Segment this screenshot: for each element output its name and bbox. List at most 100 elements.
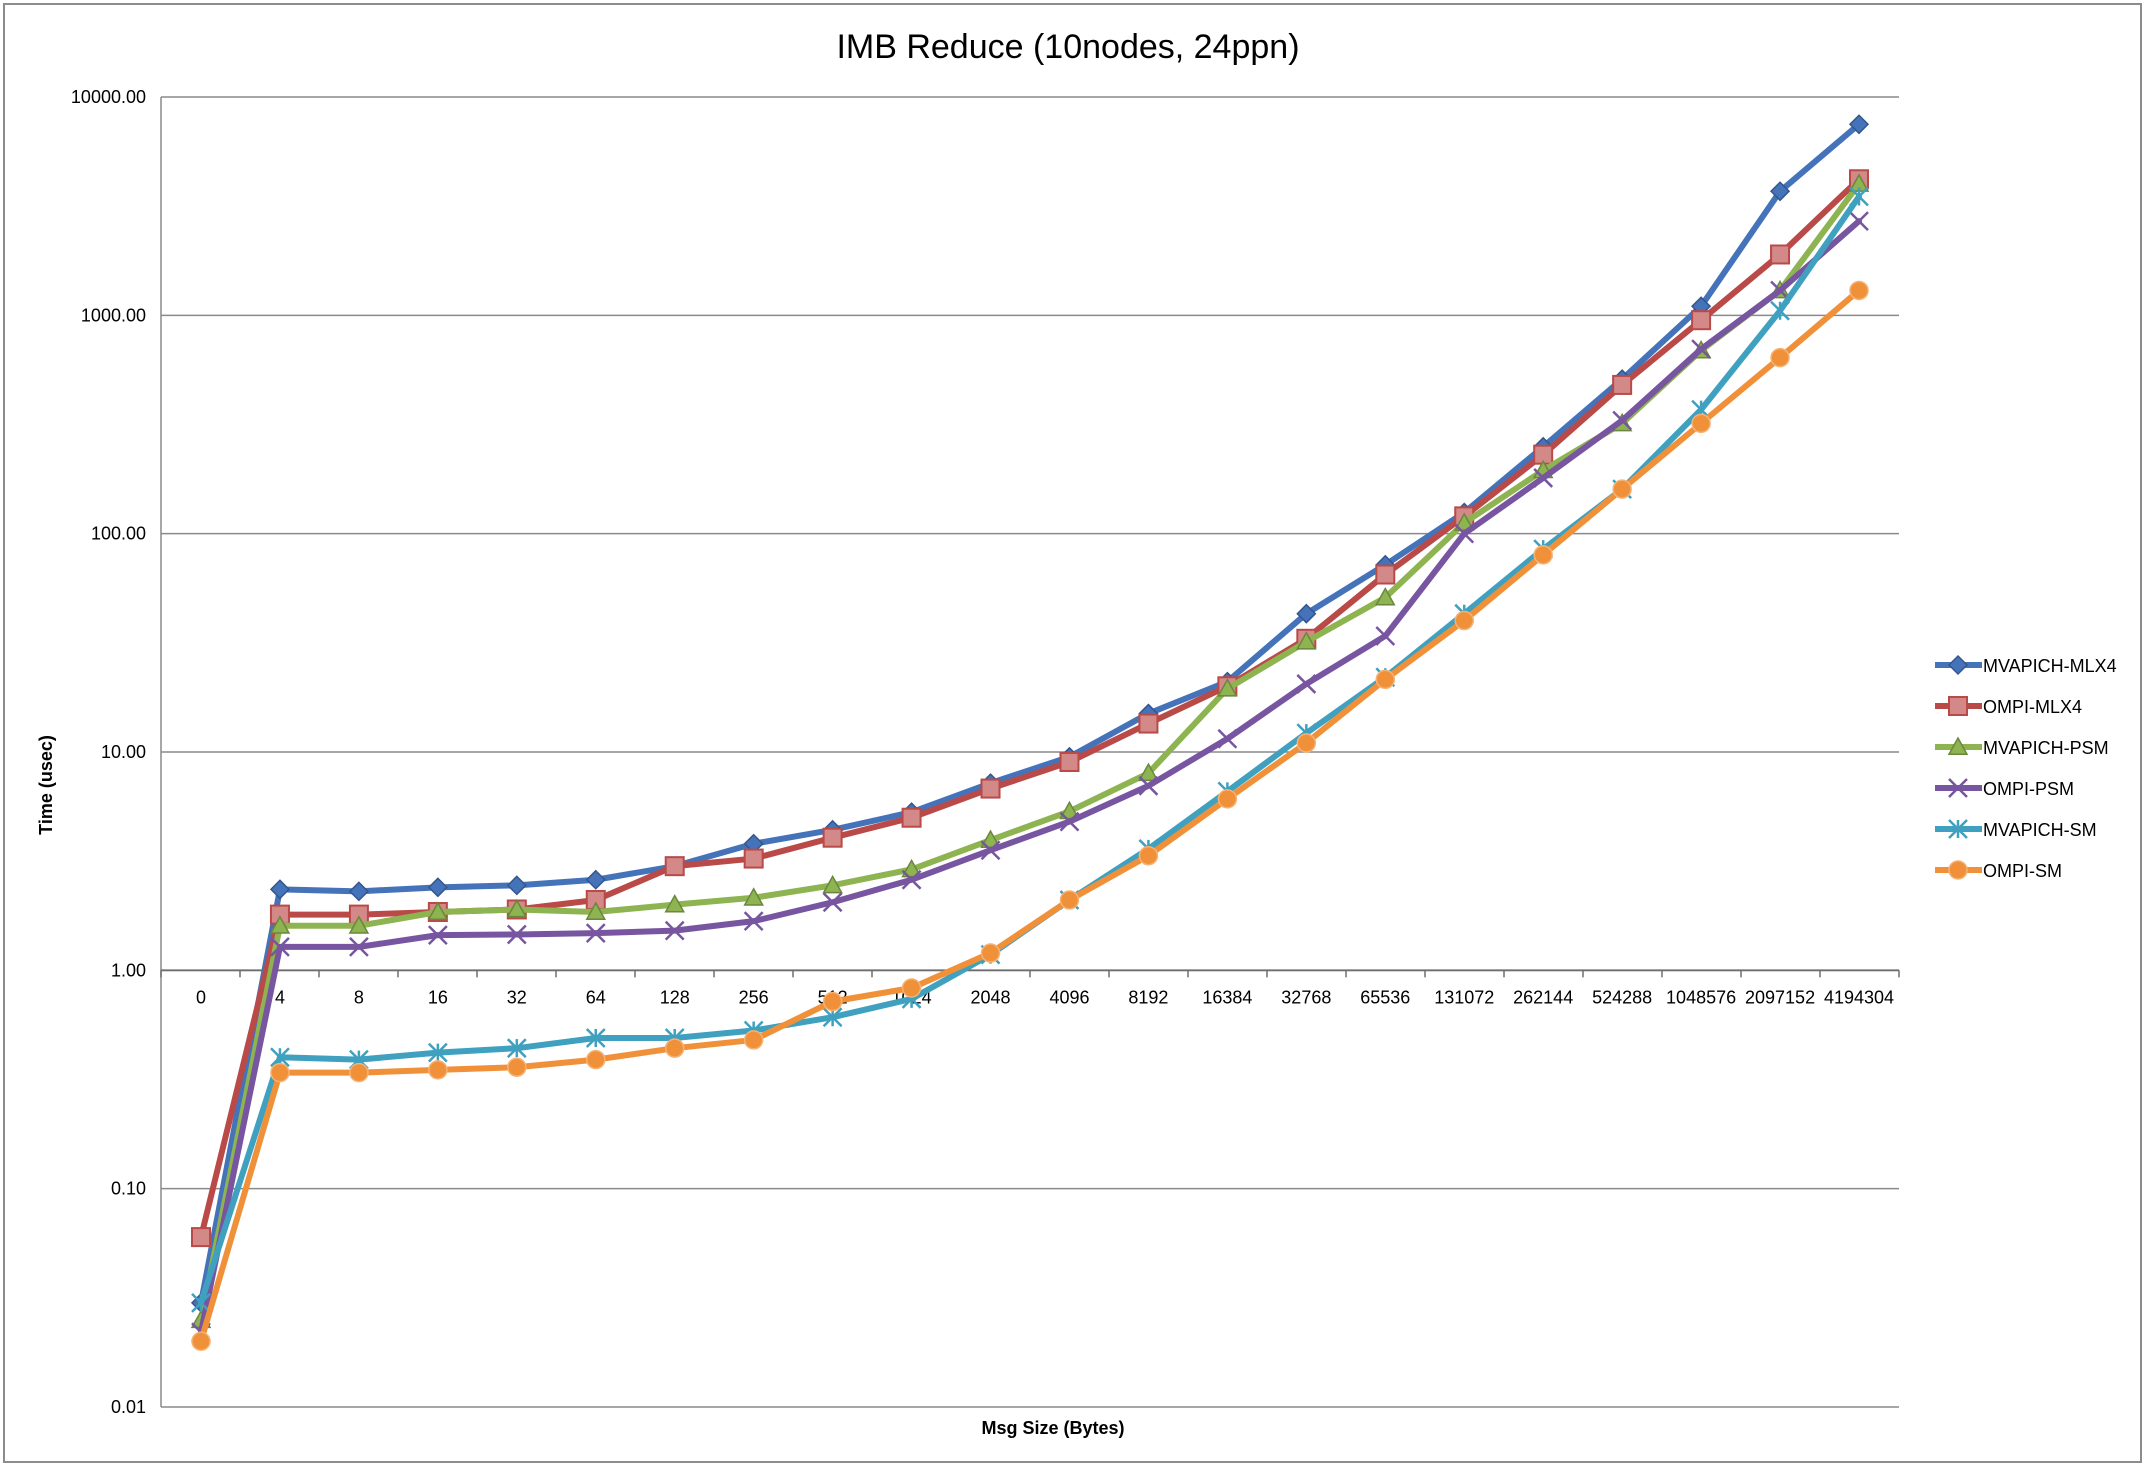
diamond-marker (1947, 654, 1969, 676)
x-axis-ticks: 0481632641282565121024204840968192163843… (196, 987, 1894, 1007)
x-tick-label: 1048576 (1666, 987, 1736, 1007)
circle-marker (1533, 545, 1553, 565)
gridlines (160, 96, 1900, 1408)
x-tick-label: 256 (739, 987, 769, 1007)
x-tick-label: 8192 (1128, 987, 1168, 1007)
x-tick-label: 8 (354, 987, 364, 1007)
legend-label: OMPI-PSM (1983, 779, 2074, 799)
star-marker (506, 1038, 527, 1059)
diamond-marker (506, 875, 527, 896)
x-tick-label: 16 (428, 987, 448, 1007)
series-line (198, 218, 1862, 1336)
circle-marker (428, 1060, 448, 1080)
x-marker (980, 840, 1001, 861)
star-marker (1948, 819, 1968, 839)
triangle-marker (1947, 736, 1969, 755)
square-marker (1948, 696, 1968, 716)
x-marker (1138, 775, 1159, 796)
triangle-marker (1217, 678, 1238, 697)
diamond-marker (1296, 603, 1317, 624)
circle-marker (349, 1062, 369, 1083)
triangle-marker (822, 874, 843, 894)
x-tick-label: 16384 (1202, 987, 1252, 1007)
triangle-marker (1375, 586, 1396, 606)
star-marker (585, 1028, 606, 1048)
square-marker (822, 827, 843, 848)
star-marker (191, 1292, 211, 1313)
triangle-marker (585, 901, 607, 920)
square-marker (1612, 374, 1633, 395)
square-marker (901, 807, 922, 828)
x-marker (822, 892, 843, 913)
square-marker (980, 778, 1001, 799)
legend-item: MVAPICH-SM (1935, 819, 2097, 840)
series-mvapich-psm (190, 173, 1870, 1329)
x-marker (1454, 523, 1475, 544)
diamond-marker (1769, 181, 1791, 202)
square-marker (1138, 713, 1159, 734)
legend-label: MVAPICH-MLX4 (1983, 656, 2117, 676)
circle-marker (901, 978, 922, 998)
diamond-marker (348, 881, 369, 902)
circle-marker (1059, 890, 1080, 910)
y-axis-title: Time (usec) (36, 735, 56, 835)
triangle-marker (348, 915, 370, 934)
star-marker (427, 1042, 448, 1063)
x-marker (664, 920, 685, 941)
triangle-marker (269, 915, 291, 934)
y-tick-label: 10000.00 (71, 87, 146, 107)
legend-label: OMPI-MLX4 (1983, 697, 2082, 717)
legend-label: MVAPICH-SM (1983, 820, 2097, 840)
series-line (198, 287, 1862, 1345)
triangle-marker (1296, 631, 1317, 650)
x-axis-title: Msg Size (Bytes) (981, 1418, 1124, 1438)
x-marker (349, 937, 369, 957)
square-marker (1770, 244, 1791, 265)
series-ompi-sm (191, 280, 1869, 1352)
series-line (198, 121, 1862, 1306)
x-marker (270, 937, 290, 957)
circle-marker (1138, 845, 1159, 866)
circle-marker (270, 1062, 290, 1083)
x-marker (427, 925, 448, 945)
x-tick-label: 0 (196, 987, 206, 1007)
circle-marker (1296, 733, 1317, 753)
circle-marker (1454, 610, 1474, 631)
square-marker (743, 848, 764, 869)
x-marker (1849, 211, 1869, 232)
x-tick-label: 524288 (1592, 987, 1652, 1007)
series-line (198, 176, 1862, 1241)
x-marker (1375, 626, 1396, 646)
y-tick-label: 100.00 (91, 524, 146, 544)
legend-item: OMPI-PSM (1935, 778, 2074, 799)
x-marker (1059, 811, 1080, 832)
x-marker (585, 923, 606, 944)
legend-item: MVAPICH-MLX4 (1935, 654, 2117, 676)
y-tick-label: 10.00 (101, 742, 146, 762)
x-tick-label: 32 (507, 987, 527, 1007)
circle-marker (507, 1057, 527, 1077)
circle-marker (1375, 669, 1396, 690)
x-tick-label: 4096 (1049, 987, 1089, 1007)
legend-item: OMPI-SM (1935, 860, 2062, 881)
circle-marker (664, 1038, 685, 1058)
circle-marker (1691, 413, 1711, 434)
triangle-marker (664, 894, 685, 913)
circle-marker (822, 991, 843, 1012)
x-marker (743, 911, 764, 932)
x-tick-label: 128 (660, 987, 690, 1007)
circle-marker (1849, 280, 1869, 301)
legend-item: MVAPICH-PSM (1935, 736, 2109, 758)
circle-marker (980, 943, 1001, 963)
x-tick-label: 131072 (1434, 987, 1494, 1007)
x-marker (901, 869, 922, 890)
legend: MVAPICH-MLX4 OMPI-MLX4 MVAPICH-PSM OMPI-PSM… (1935, 654, 2117, 881)
x-tick-label: 262144 (1513, 987, 1573, 1007)
y-tick-label: 0.01 (111, 1397, 146, 1417)
series-ompi-mlx4 (191, 169, 1869, 1248)
y-tick-label: 1.00 (111, 960, 146, 980)
x-tick-label: 2097152 (1745, 987, 1815, 1007)
legend-label: OMPI-SM (1983, 861, 2062, 881)
square-marker (191, 1227, 211, 1248)
circle-marker (743, 1030, 764, 1050)
